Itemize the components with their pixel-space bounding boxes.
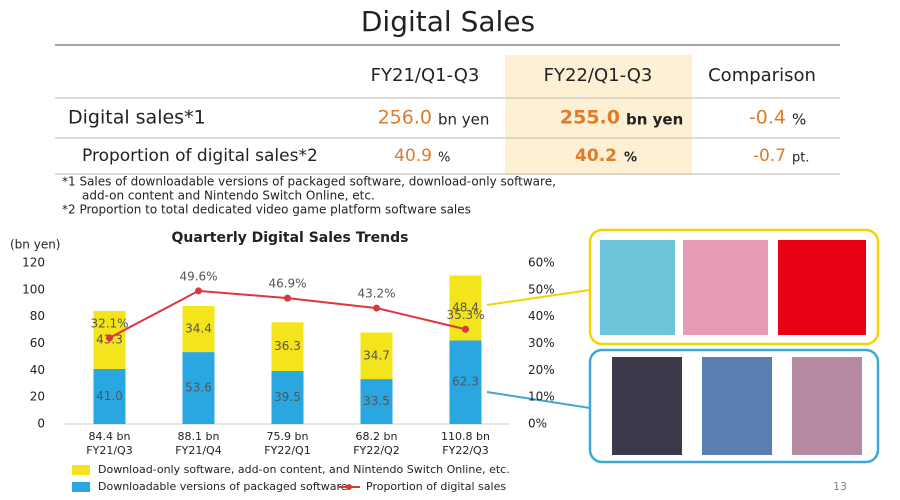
column-header: FY21/Q1-Q3 (371, 65, 480, 86)
cell-value: 40.9 (394, 146, 432, 166)
product-image (792, 357, 862, 455)
footnote: *2 Proportion to total dedicated video g… (62, 203, 471, 217)
line-point (284, 294, 291, 302)
cell-value: -0.4 (749, 107, 786, 129)
x-tick-label: FY21/Q4 (175, 444, 221, 457)
total-label: 68.2 bn (356, 430, 398, 443)
bar-segment (182, 352, 215, 424)
legend-swatch (72, 482, 90, 492)
page-number: 13 (833, 480, 847, 493)
bar-segment (360, 379, 393, 424)
product-image (778, 240, 866, 335)
y-tick-label: 0 (37, 417, 45, 431)
total-label: 84.4 bn (89, 430, 131, 443)
cell-unit: bn yen (626, 111, 683, 129)
x-tick-label: FY22/Q2 (353, 444, 399, 457)
product-image (612, 357, 682, 455)
bar-value-label: 33.5 (363, 394, 390, 408)
line-value-label: 49.6% (179, 269, 217, 283)
y2-tick-label: 30% (528, 336, 555, 350)
cell-value: 40.2 (575, 146, 617, 166)
line-point (195, 287, 202, 295)
highlight-column (505, 55, 692, 175)
y2-tick-label: 60% (528, 256, 555, 270)
line-value-label: 43.2% (357, 287, 395, 301)
legend-label: Downloadable versions of packaged softwa… (98, 480, 348, 493)
cell-unit: bn yen (438, 111, 489, 129)
cell-unit: % (624, 151, 637, 166)
cell-value: -0.7 (753, 146, 786, 166)
cell-unit: % (792, 111, 806, 129)
bar-segment (93, 368, 126, 424)
total-label: 110.8 bn (441, 430, 490, 443)
bar-value-label: 41.0 (96, 389, 123, 403)
bar-value-label: 34.4 (185, 322, 212, 336)
slide-title: Digital Sales (361, 5, 535, 38)
bar-segment (360, 332, 393, 380)
y-tick-label: 20 (30, 390, 45, 404)
line-value-label: 35.3% (446, 308, 484, 322)
product-image (702, 357, 772, 455)
y2-tick-label: 20% (528, 363, 555, 377)
bar-value-label: 36.3 (274, 339, 301, 353)
y-tick-label: 40 (30, 363, 45, 377)
cell-value: 256.0 (378, 107, 432, 129)
total-label: 88.1 bn (178, 430, 220, 443)
legend-swatch (346, 484, 352, 490)
cell-unit: % (438, 151, 450, 166)
bar-segment (271, 322, 304, 372)
total-label: 75.9 bn (267, 430, 309, 443)
line-point (373, 304, 380, 312)
legend-label: Proportion of digital sales (366, 480, 506, 493)
line-point (462, 325, 469, 333)
y-tick-label: 60 (30, 336, 45, 350)
y-tick-label: 80 (30, 309, 45, 323)
line-value-label: 46.9% (268, 277, 306, 291)
bar-value-label: 34.7 (363, 348, 390, 362)
product-image (683, 240, 768, 335)
connector (486, 391, 591, 409)
y-tick-label: 120 (22, 256, 45, 270)
cell-value: 255.0 (560, 107, 620, 129)
chart-title: Quarterly Digital Sales Trends (172, 230, 409, 246)
column-header: FY22/Q1-Q3 (544, 65, 653, 86)
legend-label: Download-only software, add-on content, … (98, 463, 510, 476)
bar-segment (271, 371, 304, 424)
y2-tick-label: 10% (528, 390, 555, 404)
column-header: Comparison (708, 65, 816, 86)
y-axis-label: (bn yen) (10, 238, 61, 252)
bar-value-label: 39.5 (274, 390, 301, 404)
bar-value-label: 62.3 (452, 375, 479, 389)
connector (486, 289, 591, 306)
bar-value-label: 53.6 (185, 381, 212, 395)
x-tick-label: FY22/Q3 (442, 444, 488, 457)
product-image (600, 240, 675, 335)
footnote: *1 Sales of downloadable versions of pac… (62, 175, 556, 189)
legend-swatch (72, 465, 90, 475)
y2-tick-label: 40% (528, 309, 555, 323)
line-point (106, 334, 113, 342)
row-label: Proportion of digital sales*2 (82, 146, 318, 166)
y2-tick-label: 50% (528, 282, 555, 296)
cell-unit: pt. (792, 151, 809, 166)
row-label: Digital sales*1 (68, 107, 206, 129)
y-tick-label: 100 (22, 282, 45, 296)
line-value-label: 32.1% (90, 316, 128, 330)
bar-value-label: 48.4 (452, 300, 479, 314)
y2-tick-label: 0% (528, 417, 547, 431)
bar-segment (449, 340, 482, 424)
x-tick-label: FY22/Q1 (264, 444, 310, 457)
footnote: add-on content and Nintendo Switch Onlin… (82, 189, 375, 203)
bar-segment (182, 305, 215, 353)
x-tick-label: FY21/Q3 (86, 444, 132, 457)
